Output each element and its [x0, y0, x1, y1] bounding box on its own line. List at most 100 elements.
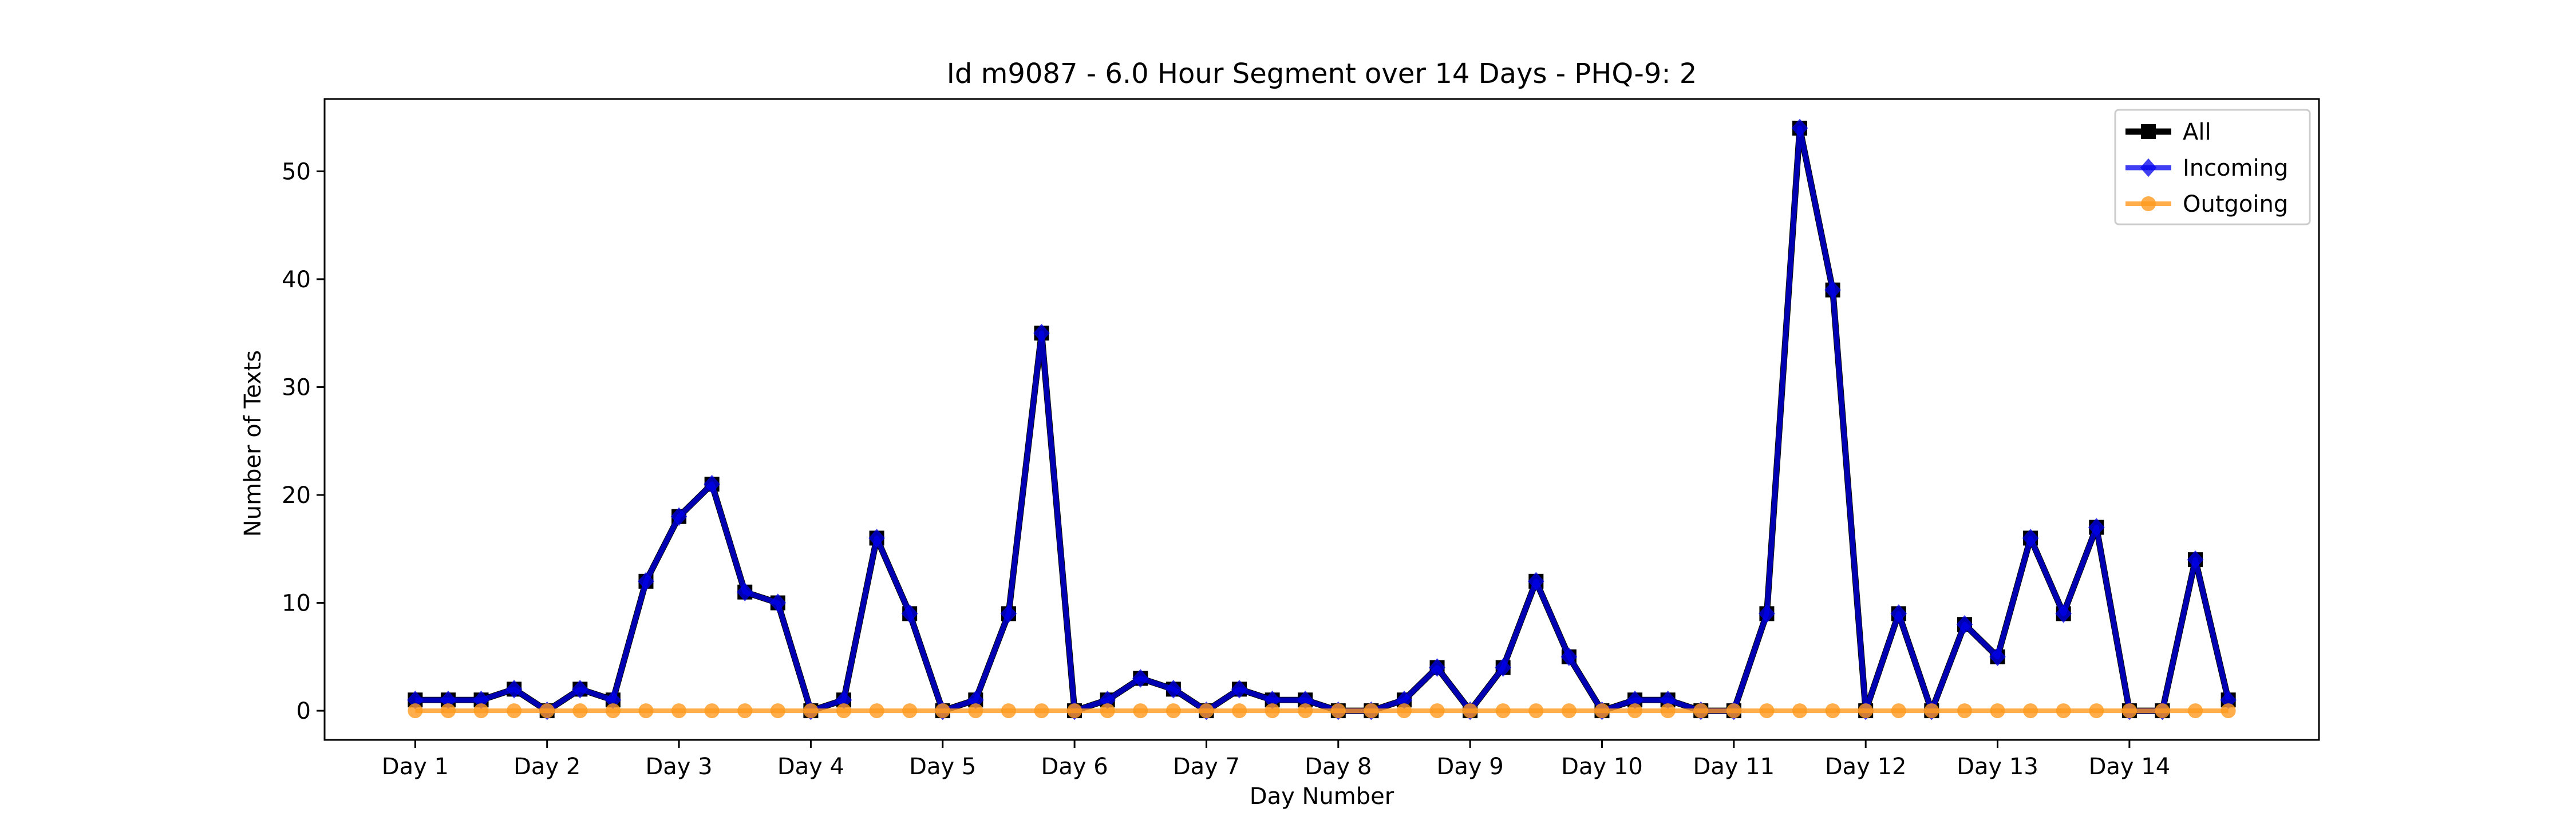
data-point-outgoing	[1001, 703, 1016, 719]
data-point-outgoing	[1660, 703, 1676, 719]
legend: All Incoming Outgoing	[2114, 109, 2311, 225]
y-tick-label: 50	[282, 159, 311, 185]
plot-frame	[323, 98, 2320, 741]
data-point-outgoing	[902, 703, 918, 719]
data-point-outgoing	[1298, 703, 1313, 719]
data-point-incoming	[407, 690, 424, 710]
legend-label: All	[2183, 119, 2211, 145]
data-point-outgoing	[605, 703, 621, 719]
x-tick-label: Day 6	[1041, 754, 1108, 780]
x-tick-label: Day 14	[2089, 754, 2171, 780]
data-point-incoming	[704, 474, 720, 494]
data-point-outgoing	[968, 703, 983, 719]
data-point-outgoing	[408, 703, 423, 719]
data-point-outgoing	[1330, 703, 1346, 719]
x-tick-label: Day 4	[777, 754, 844, 780]
data-point-incoming	[1890, 604, 1907, 623]
data-point-incoming	[901, 604, 918, 623]
data-point-incoming	[1528, 572, 1544, 591]
data-point-outgoing	[770, 703, 785, 719]
data-point-outgoing	[1199, 703, 1214, 719]
y-tick-label: 30	[282, 374, 311, 401]
y-tick-label: 40	[282, 267, 311, 293]
data-point-outgoing	[1067, 703, 1082, 719]
x-tick-label: Day 3	[645, 754, 712, 780]
data-point-outgoing	[1100, 703, 1115, 719]
y-tick-label: 0	[297, 698, 311, 724]
data-point-outgoing	[2155, 703, 2170, 719]
x-tick-label: Day 9	[1437, 754, 1504, 780]
data-point-outgoing	[869, 703, 884, 719]
data-point-outgoing	[2188, 703, 2203, 719]
data-point-outgoing	[1232, 703, 1247, 719]
x-tick-label: Day 11	[1693, 754, 1775, 780]
y-axis-ticks: 0 10 20 30 40 50	[282, 159, 325, 724]
data-point-incoming	[868, 529, 885, 548]
x-tick-label: Day 1	[382, 754, 449, 780]
data-point-outgoing	[1627, 703, 1643, 719]
legend-label: Outgoing	[2183, 191, 2288, 217]
y-tick-label: 20	[282, 482, 311, 509]
legend-label: Incoming	[2183, 155, 2288, 181]
series-outgoing	[408, 703, 2236, 719]
x-tick-label: Day 2	[513, 754, 580, 780]
legend-item-incoming: Incoming	[2125, 155, 2288, 181]
data-point-incoming	[1429, 658, 1445, 677]
data-point-incoming	[1824, 280, 1841, 299]
data-point-outgoing	[473, 703, 489, 719]
data-point-incoming	[2088, 518, 2105, 537]
data-point-incoming	[2055, 604, 2072, 623]
data-point-incoming	[1560, 647, 1578, 667]
data-point-outgoing	[1034, 703, 1049, 719]
data-point-outgoing	[1396, 703, 1412, 719]
data-point-outgoing	[2023, 703, 2038, 719]
data-point-outgoing	[935, 703, 950, 719]
data-point-outgoing	[507, 703, 522, 719]
y-axis-label: Number of Texts	[240, 350, 266, 537]
data-point-outgoing	[1495, 703, 1511, 719]
data-point-outgoing	[803, 703, 819, 719]
data-point-outgoing	[671, 703, 687, 719]
x-tick-label: Day 8	[1305, 754, 1372, 780]
data-point-outgoing	[1463, 703, 1478, 719]
data-point-outgoing	[2221, 703, 2236, 719]
data-point-outgoing	[2089, 703, 2104, 719]
data-point-incoming	[1132, 669, 1149, 688]
data-point-outgoing	[1726, 703, 1741, 719]
data-point-incoming	[1000, 604, 1017, 623]
data-point-outgoing	[1528, 703, 1544, 719]
data-point-incoming	[505, 680, 523, 699]
data-point-outgoing	[1990, 703, 2005, 719]
data-point-outgoing	[1891, 703, 1906, 719]
data-point-incoming	[1264, 690, 1281, 710]
data-point-outgoing	[1561, 703, 1577, 719]
data-point-incoming	[1231, 680, 1248, 699]
series-layer	[407, 118, 2237, 720]
data-point-outgoing	[1825, 703, 1840, 719]
data-point-incoming	[2022, 529, 2039, 548]
legend-item-outgoing: Outgoing	[2125, 191, 2288, 217]
data-point-outgoing	[1594, 703, 1610, 719]
data-point-outgoing	[572, 703, 588, 719]
data-point-outgoing	[1265, 703, 1280, 719]
data-point-outgoing	[440, 703, 456, 719]
data-point-outgoing	[1133, 703, 1148, 719]
data-point-incoming	[1165, 680, 1182, 699]
data-point-incoming	[1956, 615, 1973, 634]
data-point-outgoing	[1957, 703, 1972, 719]
data-point-incoming	[1495, 658, 1512, 677]
x-tick-label: Day 13	[1957, 754, 2038, 780]
data-point-incoming	[670, 507, 688, 526]
data-point-outgoing	[1858, 703, 1874, 719]
x-tick-label: Day 10	[1561, 754, 1643, 780]
data-point-incoming	[638, 572, 654, 591]
data-point-outgoing	[737, 703, 753, 719]
x-tick-label: Day 7	[1173, 754, 1240, 780]
data-point-outgoing	[704, 703, 720, 719]
data-point-outgoing	[2121, 703, 2137, 719]
legend-box	[2114, 109, 2311, 225]
x-tick-label: Day 5	[909, 754, 976, 780]
y-tick-label: 10	[282, 591, 311, 617]
